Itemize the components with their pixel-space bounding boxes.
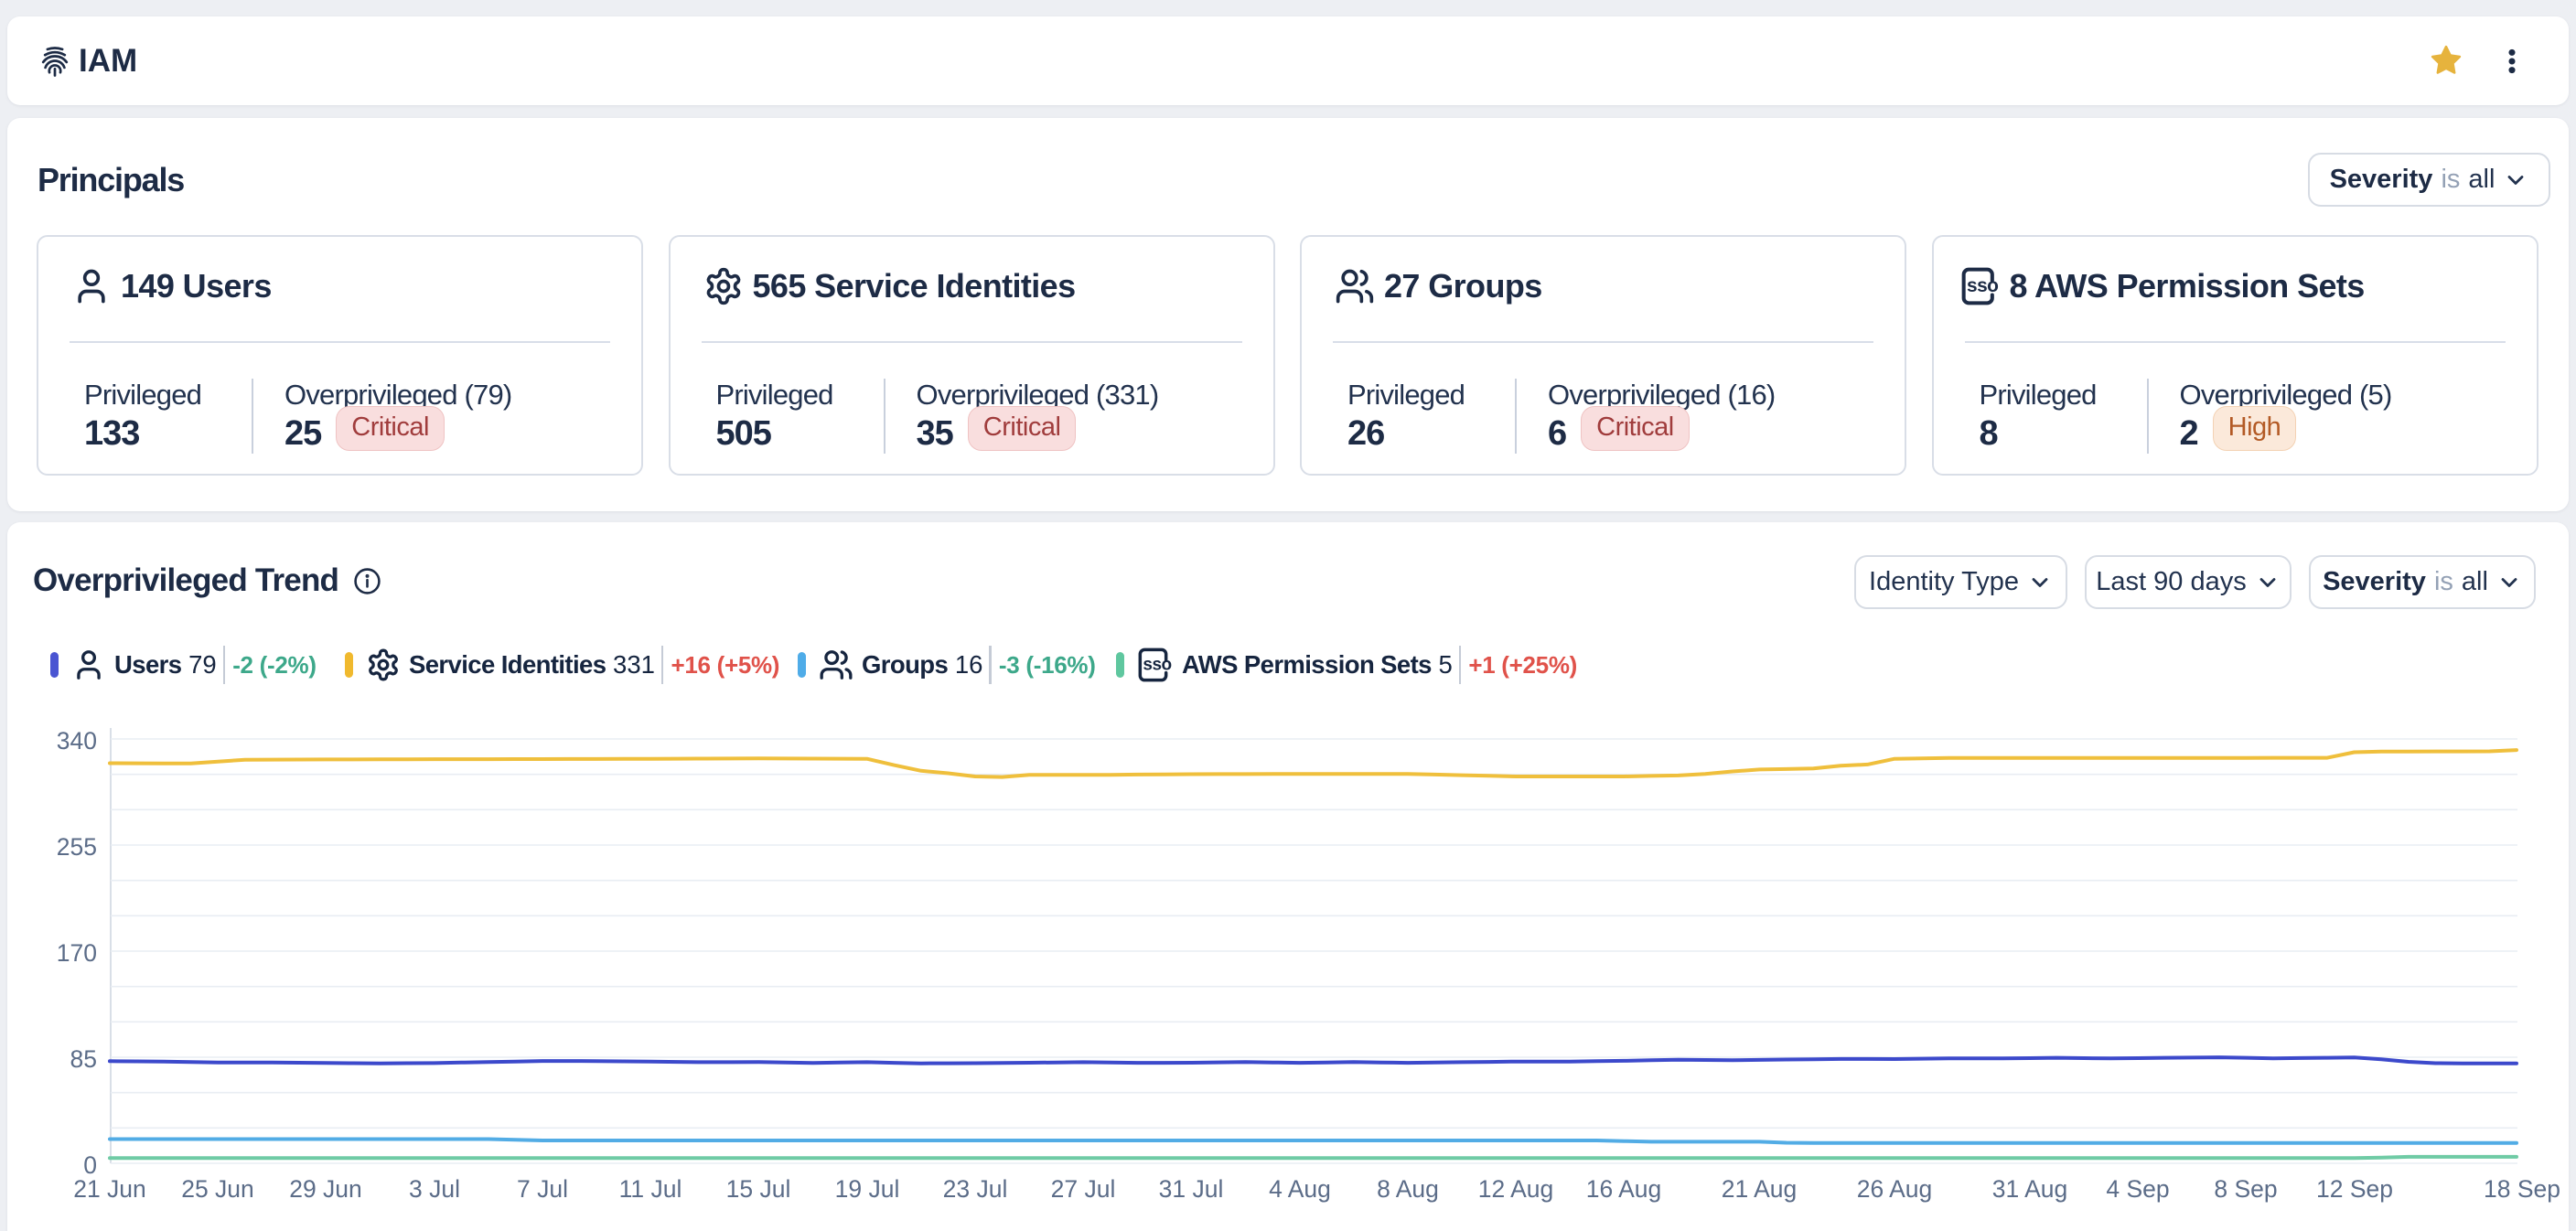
svg-text:sso: sso bbox=[1967, 275, 1998, 296]
svg-text:4 Sep: 4 Sep bbox=[2106, 1175, 2169, 1203]
svg-text:19 Jul: 19 Jul bbox=[835, 1175, 900, 1203]
svg-text:27 Jul: 27 Jul bbox=[1051, 1175, 1116, 1203]
svg-text:16 Aug: 16 Aug bbox=[1586, 1175, 1662, 1203]
svg-text:4 Aug: 4 Aug bbox=[1269, 1175, 1331, 1203]
svg-text:8 Sep: 8 Sep bbox=[2214, 1175, 2277, 1203]
svg-text:12 Sep: 12 Sep bbox=[2316, 1175, 2393, 1203]
svg-text:255: 255 bbox=[57, 833, 97, 861]
svg-text:7 Jul: 7 Jul bbox=[517, 1175, 568, 1203]
svg-text:29 Jun: 29 Jun bbox=[289, 1175, 362, 1203]
svg-text:15 Jul: 15 Jul bbox=[726, 1175, 791, 1203]
svg-text:8 Aug: 8 Aug bbox=[1377, 1175, 1439, 1203]
svg-text:12 Aug: 12 Aug bbox=[1478, 1175, 1554, 1203]
svg-text:21 Aug: 21 Aug bbox=[1722, 1175, 1798, 1203]
svg-text:26 Aug: 26 Aug bbox=[1857, 1175, 1933, 1203]
svg-text:11 Jul: 11 Jul bbox=[619, 1175, 682, 1203]
svg-text:170: 170 bbox=[57, 939, 97, 967]
svg-text:3 Jul: 3 Jul bbox=[409, 1175, 460, 1203]
svg-text:25 Jun: 25 Jun bbox=[181, 1175, 254, 1203]
svg-text:23 Jul: 23 Jul bbox=[943, 1175, 1008, 1203]
svg-text:85: 85 bbox=[70, 1045, 97, 1073]
svg-text:31 Aug: 31 Aug bbox=[1992, 1175, 2068, 1203]
svg-text:0: 0 bbox=[83, 1151, 97, 1179]
svg-text:21 Jun: 21 Jun bbox=[73, 1175, 146, 1203]
svg-text:31 Jul: 31 Jul bbox=[1159, 1175, 1224, 1203]
svg-text:18 Sep: 18 Sep bbox=[2484, 1175, 2560, 1203]
svg-text:sso: sso bbox=[1143, 655, 1171, 674]
svg-text:340: 340 bbox=[57, 727, 97, 755]
